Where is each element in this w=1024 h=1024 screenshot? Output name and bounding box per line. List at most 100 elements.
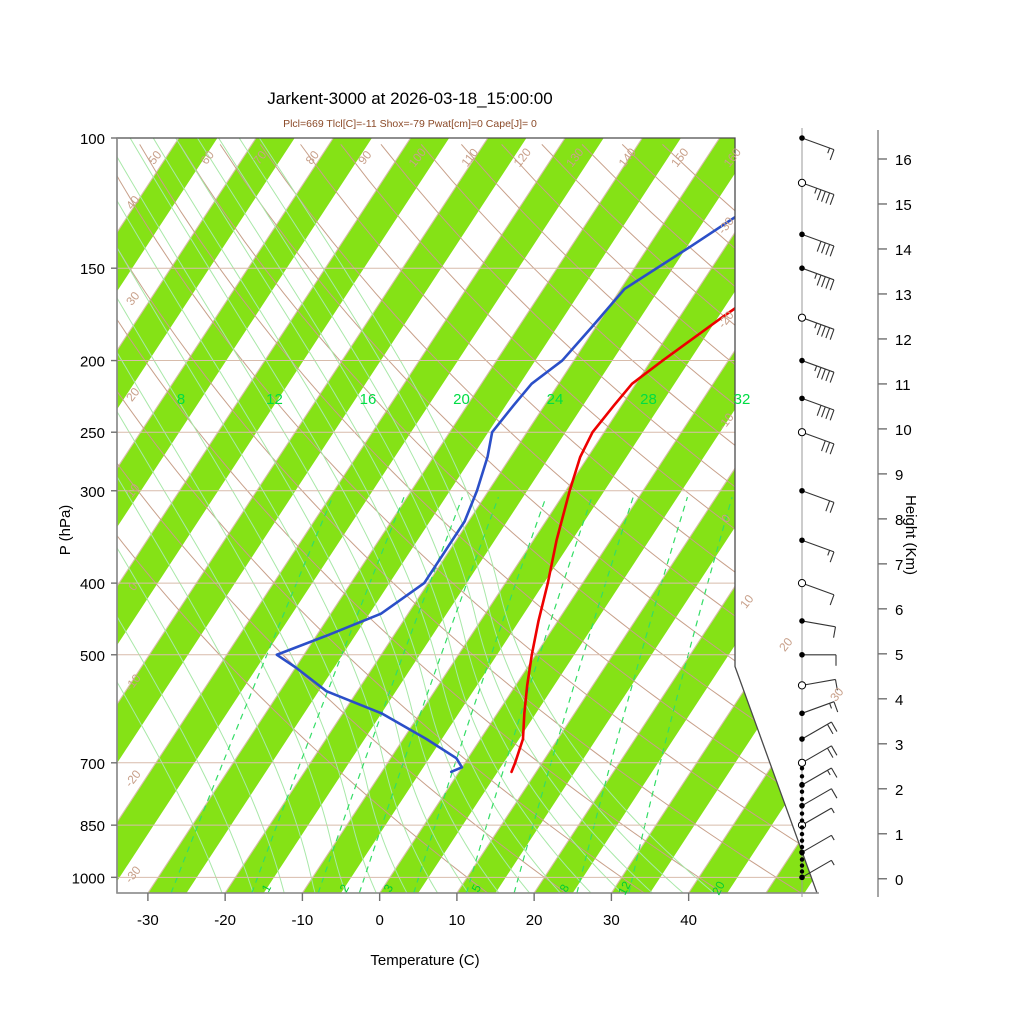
height-tick-label: 5: [895, 647, 903, 664]
wind-barb[interactable]: [801, 807, 835, 826]
pressure-tick-label: 1000: [72, 870, 105, 887]
saturated-adiabat-label: 20: [453, 391, 470, 408]
wind-barb[interactable]: [801, 317, 835, 340]
mixing-ratio-label: 20: [709, 879, 728, 898]
wind-barb[interactable]: [802, 654, 837, 666]
height-tick-label: 12: [895, 332, 912, 349]
wind-level-marker: [799, 804, 805, 809]
wind-level-marker: [799, 774, 805, 779]
wind-barb[interactable]: [801, 360, 835, 383]
mixing-ratio-label: 12: [615, 879, 634, 898]
wind-level-marker: [799, 811, 805, 816]
wind-barb[interactable]: [801, 767, 838, 786]
temperature-trace: [510, 138, 817, 774]
saturated-adiabat-label: 24: [547, 391, 564, 408]
moist-adiabat-lines: [117, 138, 715, 893]
wind-level-marker: [799, 651, 805, 658]
height-tick-label: 2: [895, 782, 903, 799]
height-tick-label: 8: [895, 512, 903, 529]
wind-barb-column[interactable]: [797, 128, 839, 897]
x-axis-label: Temperature (C): [370, 952, 479, 969]
wind-level-marker: [799, 838, 805, 843]
height-tick-label: 10: [895, 422, 912, 439]
wind-level-marker-open: [797, 313, 807, 322]
pressure-tick-label: 300: [80, 484, 105, 501]
pressure-tick-label: 700: [80, 756, 105, 773]
wind-barb[interactable]: [801, 490, 835, 513]
temperature-tick-label: 0: [375, 912, 383, 929]
wind-barb[interactable]: [801, 745, 838, 764]
wind-level-marker: [799, 825, 805, 830]
wind-barb[interactable]: [801, 582, 835, 606]
mixing-ratio-lines: [170, 496, 733, 893]
wind-level-marker-open: [797, 428, 807, 437]
wind-level-marker: [799, 863, 805, 868]
wind-barb[interactable]: [801, 539, 835, 563]
wind-barb[interactable]: [801, 859, 835, 878]
pressure-tick-label: 100: [80, 131, 105, 148]
temperature-tick-label: 20: [526, 912, 543, 929]
wind-level-marker: [799, 710, 805, 717]
wind-level-marker: [799, 818, 805, 823]
wind-level-marker: [799, 875, 805, 880]
height-tick-label: 13: [895, 287, 912, 304]
wind-barb[interactable]: [801, 834, 835, 853]
height-tick-label: 1: [895, 827, 903, 844]
wind-level-marker: [799, 537, 805, 544]
height-tick-label: 15: [895, 197, 912, 214]
pressure-tick-label: 250: [80, 425, 105, 442]
height-tick-label: 11: [895, 377, 911, 394]
wind-level-marker-open: [797, 178, 807, 187]
wind-barb[interactable]: [801, 788, 838, 807]
wind-level-marker: [799, 844, 805, 850]
dewpoint-trace: [275, 138, 817, 774]
wind-barb[interactable]: [801, 620, 837, 638]
pressure-tick-label: 200: [80, 354, 105, 371]
pressure-tick-label: 150: [80, 261, 105, 278]
height-tick-label: 3: [895, 737, 903, 754]
wind-level-marker: [799, 736, 805, 742]
saturated-adiabat-label: 16: [360, 391, 377, 408]
wind-level-marker: [799, 869, 805, 874]
wind-level-marker: [799, 618, 805, 624]
pressure-axis[interactable]: 100 150 200 250 300 400 500 700 850 1000: [72, 131, 118, 893]
height-tick-label: 7: [895, 557, 903, 574]
wind-barb[interactable]: [801, 137, 835, 161]
wind-barb[interactable]: [801, 678, 838, 691]
height-tick-label: 16: [895, 152, 912, 169]
saturated-adiabat-label: 8: [177, 391, 185, 408]
sounding-curves: [275, 138, 817, 774]
temperature-tick-label: 40: [680, 912, 697, 929]
pressure-tick-label: 850: [80, 818, 105, 835]
isobar-lines: [117, 138, 817, 878]
wind-level-marker: [799, 487, 805, 494]
height-tick-label: 0: [895, 872, 903, 889]
wind-level-marker: [799, 781, 805, 787]
wind-level-marker: [799, 231, 805, 238]
wind-level-marker: [799, 395, 805, 402]
chart-subtitle: Plcl=669 Tlcl[C]=-11 Shox=-79 Pwat[cm]=0…: [283, 118, 537, 130]
temperature-tick-label: -30: [137, 912, 159, 929]
wind-level-marker: [799, 831, 805, 837]
right-axis-label: Height (Km): [902, 495, 919, 575]
wind-barb[interactable]: [801, 701, 839, 714]
wind-level-marker-open: [797, 758, 807, 767]
wind-barb[interactable]: [801, 397, 835, 421]
wind-barb[interactable]: [801, 431, 835, 455]
wind-level-marker: [799, 135, 805, 141]
wind-barb[interactable]: [801, 721, 838, 740]
wind-barb[interactable]: [801, 267, 835, 291]
temperature-axis[interactable]: -30 -20 -10 0 10 20 30 40: [117, 892, 819, 929]
height-tick-label: 4: [895, 692, 903, 709]
pressure-tick-label: 500: [80, 648, 105, 665]
wind-barb[interactable]: [801, 233, 835, 257]
wind-level-marker: [799, 851, 805, 856]
wind-level-marker: [799, 857, 805, 862]
y-axis-label: P (hPa): [57, 505, 74, 556]
temperature-tick-label: -10: [292, 912, 314, 929]
wind-barb[interactable]: [801, 182, 835, 206]
wind-level-marker-open: [797, 681, 807, 690]
